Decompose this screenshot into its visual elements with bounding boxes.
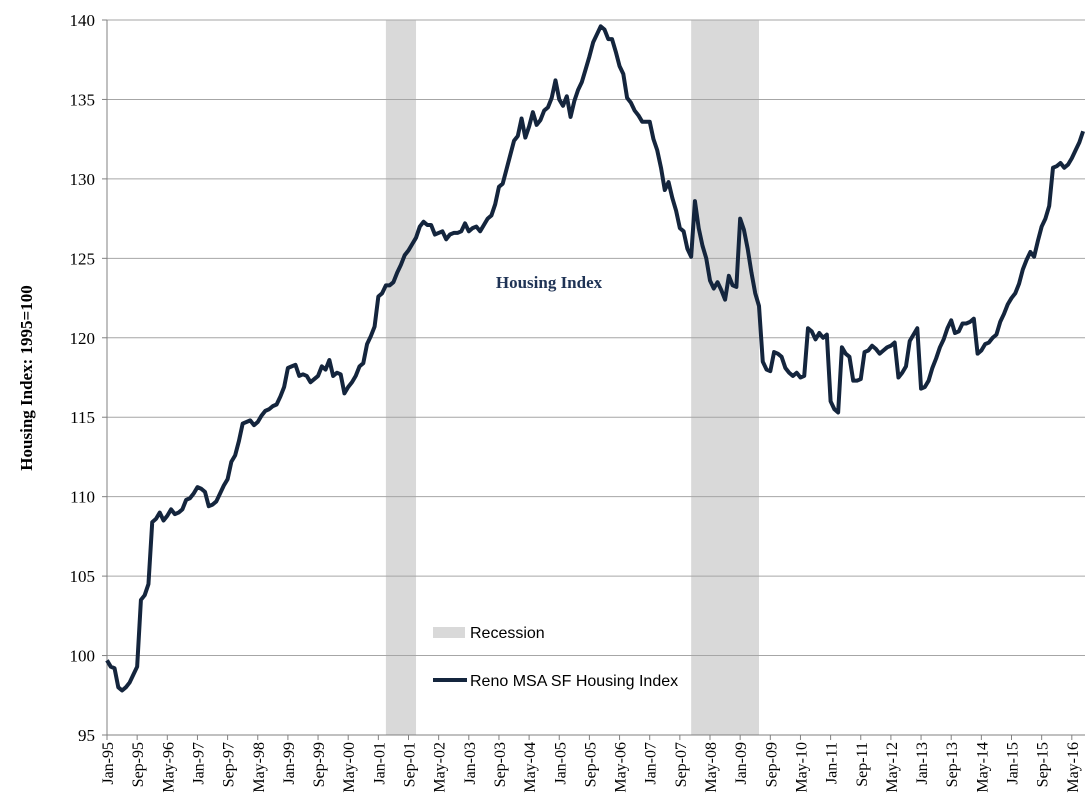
y-tick-label: 100: [70, 647, 96, 666]
x-tick-label: Sep-05: [582, 742, 599, 787]
y-axis-label: Housing Index: 1995=100: [17, 285, 36, 470]
x-tick-label: May-12: [884, 742, 901, 793]
y-tick-label: 125: [70, 249, 96, 268]
x-tick-label: Jan-07: [643, 742, 660, 785]
x-tick-label: Sep-15: [1035, 742, 1052, 787]
x-tick-label: Sep-99: [311, 742, 328, 787]
legend-swatch: [433, 627, 465, 638]
x-tick-label: May-06: [613, 742, 630, 793]
x-tick-label: Sep-09: [763, 742, 780, 787]
x-tick-label: Sep-01: [402, 742, 419, 787]
x-tick-label: Sep-03: [492, 742, 509, 787]
legend-label: Recession: [470, 625, 545, 642]
x-tick-label: Jan-09: [733, 742, 750, 785]
x-tick-label: May-08: [703, 742, 720, 793]
x-tick-label: Jan-11: [824, 742, 841, 784]
x-tick-label: May-00: [341, 742, 358, 793]
x-tick-label: Sep-13: [944, 742, 961, 787]
x-tick-label: May-10: [793, 742, 810, 793]
x-tick-label: Sep-97: [221, 742, 238, 787]
annotation: Housing Index: [496, 273, 603, 292]
y-tick-label: 130: [70, 170, 96, 189]
x-tick-label: May-16: [1065, 742, 1082, 793]
x-tick-label: Sep-11: [854, 742, 871, 787]
x-tick-label: Sep-07: [673, 742, 690, 787]
x-tick-label: May-04: [522, 742, 539, 793]
x-tick-label: Jan-15: [1005, 742, 1022, 785]
y-tick-label: 115: [70, 408, 95, 427]
y-tick-label: 95: [78, 726, 95, 745]
recession-band: [385, 20, 417, 735]
x-tick-label: May-96: [160, 742, 177, 793]
x-tick-label: May-98: [251, 742, 268, 793]
y-tick-label: 140: [70, 11, 96, 30]
x-tick-label: May-14: [974, 742, 991, 793]
data-line: [105, 24, 1085, 693]
y-tick-label: 110: [70, 488, 95, 507]
y-tick-label: 120: [70, 329, 96, 348]
x-tick-label: Jan-05: [552, 742, 569, 785]
x-tick-label: Jan-13: [914, 742, 931, 785]
legend-label: Reno MSA SF Housing Index: [470, 673, 678, 690]
x-tick-label: Sep-95: [130, 742, 147, 787]
x-tick-label: May-02: [432, 742, 449, 793]
x-tick-label: Jan-99: [281, 742, 298, 785]
y-tick-label: 135: [70, 90, 96, 109]
x-tick-label: Jan-95: [100, 742, 117, 785]
x-tick-label: Jan-03: [462, 742, 479, 785]
recession-band: [691, 20, 759, 735]
y-tick-label: 105: [70, 567, 96, 586]
x-tick-label: Jan-01: [371, 742, 388, 785]
x-tick-label: Jan-97: [190, 742, 207, 785]
